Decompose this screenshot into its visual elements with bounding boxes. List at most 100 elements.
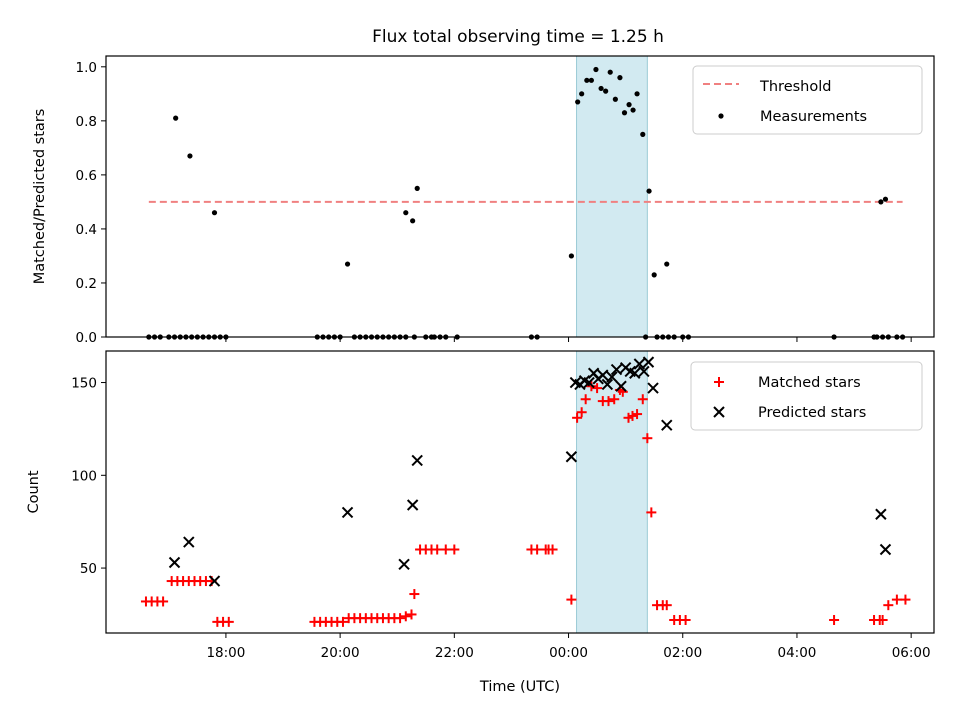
- predicted-star-point: [642, 356, 655, 368]
- bottom-highlight-span: [576, 350, 648, 634]
- matched-star-point: [223, 616, 234, 627]
- top-axes-frame: [105, 55, 935, 338]
- measurement-point: [607, 69, 613, 75]
- matched-star-point: [627, 410, 638, 421]
- bottom-panel: 50 100 150 18:00 20:00 22:00 00:00 02:00 04:00 0…: [26, 350, 935, 695]
- predicted-star-point: [615, 380, 627, 392]
- legend-label: Predicted stars: [758, 405, 866, 421]
- matched-star-point: [580, 394, 591, 405]
- matched-star-point: [680, 615, 691, 626]
- matched-star-point: [891, 594, 902, 605]
- y-tick-label: 0.2: [76, 276, 97, 292]
- x-stroke-b: [398, 558, 410, 571]
- top-highlight-span: [576, 55, 648, 338]
- legend-box: [692, 65, 923, 135]
- x-stroke-b: [587, 367, 600, 379]
- matched-star-point: [603, 396, 614, 407]
- measurement-point: [617, 75, 623, 81]
- y-tick-label: 0.0: [76, 330, 97, 346]
- measurement-point: [598, 85, 604, 92]
- y-tick-label: 50: [80, 561, 97, 577]
- top-panel: 0.0 0.2 0.4 0.6 0.8 1.0 Matched/Predicted sta…: [32, 55, 935, 346]
- predicted-star-point: [633, 358, 646, 370]
- measurement-point: [410, 218, 416, 224]
- y-tick-label: 0.6: [76, 168, 97, 184]
- measurement-point: [344, 261, 351, 267]
- predicted-star-point: [879, 543, 892, 556]
- bottom-axes-frame: [105, 350, 935, 634]
- x-stroke-b: [601, 378, 614, 391]
- x-stroke-b: [624, 365, 636, 378]
- x-stroke-b: [183, 536, 195, 548]
- x-stroke-b: [208, 575, 221, 587]
- measurement-point: [187, 153, 193, 159]
- x-stroke-b: [341, 506, 354, 519]
- matched-star-point: [400, 611, 411, 622]
- x-tick-label: 06:00: [892, 645, 931, 661]
- measurement-point: [882, 196, 889, 202]
- measurement-point: [651, 272, 657, 278]
- measurement-point: [584, 77, 590, 83]
- matched-star-point: [877, 615, 888, 626]
- matched-star-point: [586, 381, 597, 392]
- predicted-star-point: [875, 508, 887, 520]
- legend-box: [690, 361, 923, 431]
- measurement-point: [646, 188, 652, 194]
- x-stroke-b: [879, 543, 892, 556]
- measurement-point: [630, 107, 636, 113]
- y-tick-label: 1.0: [76, 60, 97, 76]
- top-x-ticks: [225, 337, 912, 342]
- x-stroke-b: [647, 382, 659, 394]
- predicted-star-point: [406, 499, 419, 511]
- measurement-point: [173, 115, 179, 121]
- x-stroke-b: [610, 363, 623, 376]
- y-tick-label: 100: [71, 468, 97, 484]
- matched-star-point: [661, 600, 672, 611]
- matched-star-point: [829, 615, 840, 626]
- predicted-star-point: [601, 378, 614, 391]
- x-stroke-b: [411, 454, 423, 467]
- predicted-star-point: [583, 376, 595, 389]
- matched-star-point: [572, 412, 583, 423]
- matched-star-point: [406, 609, 417, 620]
- predicted-star-point: [168, 556, 181, 569]
- matched-star-point: [409, 589, 420, 600]
- measurement-point: [588, 77, 594, 83]
- matched-star-point: [547, 544, 558, 555]
- x-stroke-b: [615, 380, 627, 392]
- measurement-point: [612, 96, 618, 102]
- top-y-ticks: 0.0 0.2 0.4 0.6 0.8 1.0: [76, 60, 106, 346]
- x-axis-label: Time (UTC): [479, 679, 560, 695]
- measurement-point: [878, 199, 884, 205]
- predicted-star-point: [661, 419, 673, 431]
- bottom-y-ticks: 50 100 150: [71, 376, 106, 577]
- y-tick-label: 150: [71, 376, 97, 392]
- measurement-point: [664, 261, 670, 267]
- legend-x-swatch: [713, 406, 725, 418]
- top-y-axis-label: Matched/Predicted stars: [32, 109, 48, 285]
- highlight-span-rect: [576, 350, 648, 634]
- x-stroke-b: [597, 369, 609, 381]
- matched-star-point: [532, 544, 543, 555]
- matched-star-point: [646, 507, 657, 518]
- x-stroke-b: [638, 365, 650, 378]
- x-stroke-b: [875, 508, 887, 520]
- x-tick-label: 00:00: [549, 645, 588, 661]
- matched-star-point: [395, 613, 406, 624]
- predicted-star-point: [341, 506, 354, 519]
- x-stroke-b: [578, 374, 591, 387]
- matched-star-point: [440, 544, 451, 555]
- matched-star-point: [432, 544, 443, 555]
- predicted-star-point: [183, 536, 195, 548]
- x-tick-label: 18:00: [206, 645, 245, 661]
- predicted-star-point: [638, 365, 650, 378]
- bottom-y-axis-label: Count: [26, 470, 42, 513]
- y-tick-label: 0.4: [76, 222, 97, 238]
- measurement-point: [621, 110, 628, 116]
- matched-star-point: [632, 409, 643, 420]
- x-stroke-b: [606, 371, 618, 383]
- matched-star-point: [642, 433, 653, 444]
- measurement-point: [575, 99, 581, 105]
- legend-dot-swatch: [718, 113, 724, 119]
- bottom-legend: Matched stars Predicted stars: [690, 361, 923, 431]
